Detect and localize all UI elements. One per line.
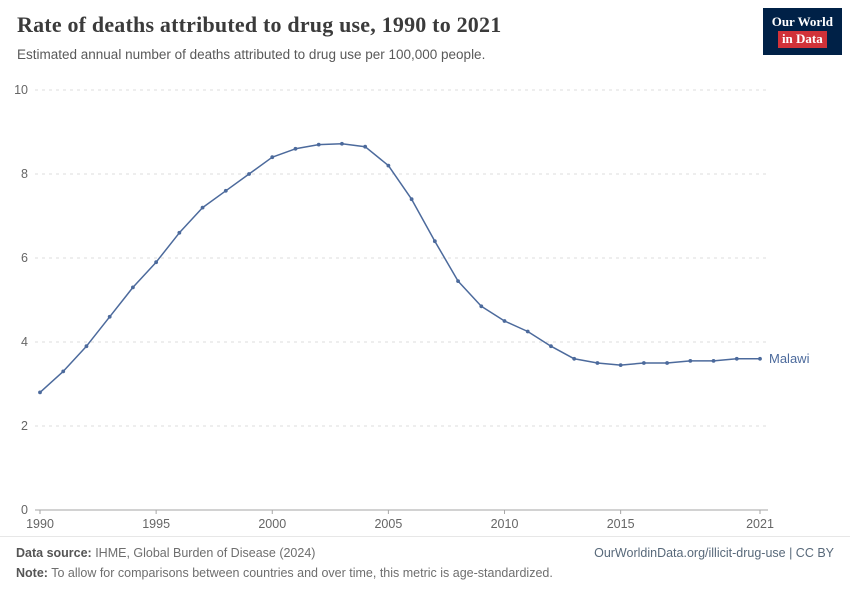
owid-logo: Our World in Data [762,8,842,55]
svg-text:6: 6 [21,251,28,265]
svg-text:8: 8 [21,167,28,181]
svg-text:2000: 2000 [258,517,286,531]
logo-line2: in Data [777,31,827,48]
line-chart-svg: 0 2 4 6 8 10 1990 1995 2000 2005 2010 2015 2021 Malaw… [14,83,810,531]
svg-text:2015: 2015 [607,517,635,531]
chart-subtitle: Estimated annual number of deaths attrib… [17,47,486,62]
svg-text:0: 0 [21,503,28,517]
svg-text:10: 10 [14,84,28,97]
logo-line1: Our World [771,14,833,29]
svg-text:4: 4 [21,335,28,349]
line-chart: 0 2 4 6 8 10 1990 1995 2000 2005 2010 2015 2021 Malaw… [0,83,850,539]
chart-footer: Data source: IHME, Global Burden of Dise… [0,536,850,600]
data-source: Data source: IHME, Global Burden of Dise… [16,546,316,560]
svg-text:2: 2 [21,419,28,433]
svg-text:1995: 1995 [142,517,170,531]
chart-note: Note: To allow for comparisons between c… [16,566,553,580]
page-title: Rate of deaths attributed to drug use, 1… [17,12,502,37]
svg-text:2021: 2021 [746,517,774,531]
svg-text:1990: 1990 [26,517,54,531]
series-end-label: Malawi [769,351,810,366]
svg-text:2005: 2005 [374,517,402,531]
owid-cc-link[interactable]: OurWorldinData.org/illicit-drug-use | CC… [594,546,834,560]
svg-text:2010: 2010 [491,517,519,531]
